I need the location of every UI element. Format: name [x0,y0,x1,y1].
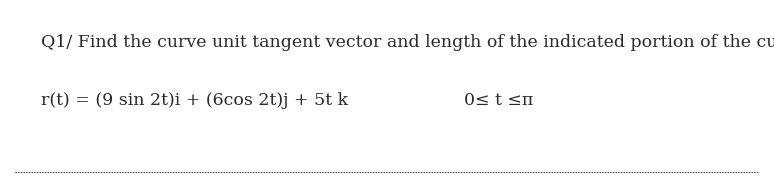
Text: r(t) = (9 sin 2t)i + (6cos 2t)j + 5t k: r(t) = (9 sin 2t)i + (6cos 2t)j + 5t k [41,92,348,109]
Text: Q1/ Find the curve unit tangent vector and length of the indicated portion of th: Q1/ Find the curve unit tangent vector a… [41,34,774,51]
Text: 0≤ t ≤π: 0≤ t ≤π [464,92,534,109]
